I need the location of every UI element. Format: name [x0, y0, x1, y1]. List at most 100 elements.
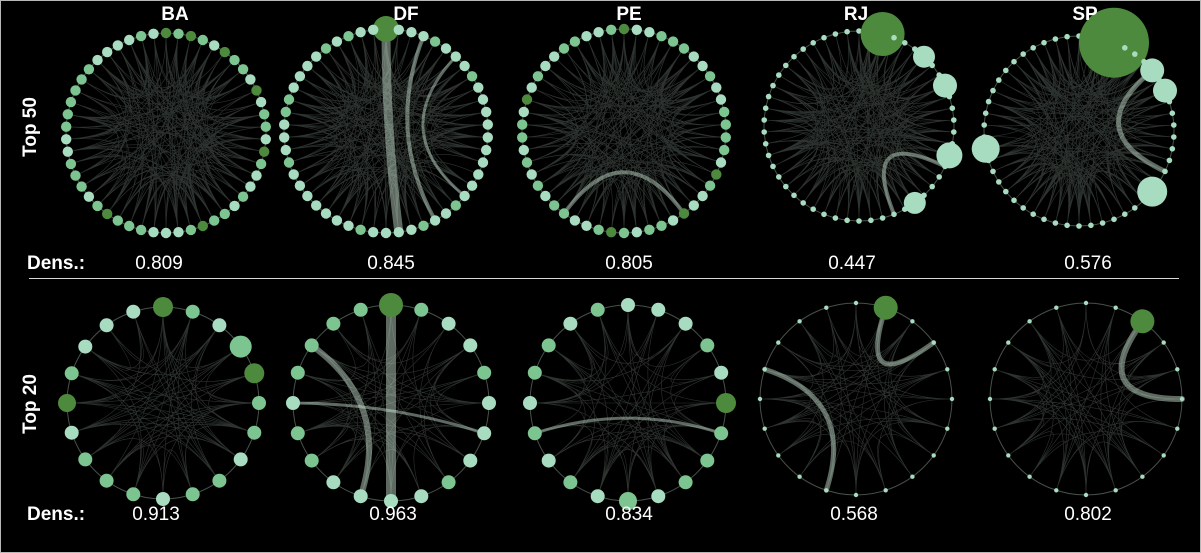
- node-ba-top50-47: [124, 34, 135, 46]
- node-rj-top50-32: [783, 183, 789, 190]
- node-df-top20-17: [304, 338, 319, 353]
- node-ba-top50-3: [197, 34, 208, 46]
- graph-edges-ba-top20: [66, 306, 260, 500]
- node-rj-top50-34: [770, 163, 776, 170]
- node-ba-top50-16: [251, 170, 262, 181]
- row-label-top50: Top 50: [20, 97, 41, 157]
- node-df-top50-27: [355, 224, 366, 235]
- node-rj-top20-4: [945, 367, 950, 372]
- node-pe-top50-33: [532, 180, 544, 191]
- node-ba-top50-27: [135, 224, 147, 236]
- node-rj-top50-17: [936, 174, 942, 180]
- node-df-top20-16: [290, 365, 305, 380]
- node-ba-top50-18: [237, 191, 249, 202]
- column-label-sp: SP: [1072, 4, 1098, 25]
- node-sp-top50-49: [1064, 33, 1070, 40]
- density-top50-df: 0.845: [367, 253, 415, 274]
- node-df-top50-19: [450, 200, 461, 211]
- node-rj-top50-21: [902, 206, 908, 212]
- node-df-top50-30: [320, 208, 332, 219]
- node-pe-top50-30: [558, 208, 570, 219]
- node-ba-top50-8: [245, 74, 256, 85]
- node-pe-top50-3: [656, 31, 667, 42]
- node-ba-top50-46: [112, 40, 124, 51]
- node-rj-top50-13: [951, 129, 957, 135]
- node-sp-top20-12: [1027, 474, 1032, 479]
- node-df-top50-17: [466, 180, 478, 191]
- node-ba-top50-24: [173, 227, 184, 238]
- node-rj-top20-0: [853, 300, 859, 306]
- node-df-top50-44: [311, 51, 322, 62]
- node-pe-top50-47: [581, 31, 592, 42]
- node-sp-top50-36: [971, 134, 1000, 163]
- node-sp-top50-45: [1020, 51, 1026, 57]
- node-ba-top50-39: [62, 109, 73, 120]
- node-pe-top50-23: [644, 224, 655, 235]
- node-df-top20-6: [477, 426, 492, 441]
- node-pe-top50-13: [720, 132, 731, 143]
- node-pe-top50-25: [618, 227, 630, 239]
- heavy-edge-df-top20-1: [308, 342, 373, 500]
- node-sp-top50-40: [985, 98, 992, 105]
- node-df-top50-47: [343, 31, 354, 42]
- graph-edges-rj-top50: [764, 30, 954, 222]
- node-rj-top50-12: [951, 117, 957, 123]
- node-ba-top20-4: [244, 363, 265, 384]
- node-pe-top20-16: [527, 365, 542, 380]
- node-pe-top50-20: [678, 208, 690, 219]
- node-rj-top50-10: [946, 93, 953, 100]
- node-ba-top50-10: [255, 96, 267, 108]
- node-df-top20-19: [353, 302, 368, 317]
- column-label-rj: RJ: [843, 4, 869, 25]
- node-df-top50-14: [481, 144, 492, 156]
- density-top20-df: 0.963: [369, 504, 417, 525]
- node-rj-top20-8: [910, 474, 915, 479]
- node-ba-top20-15: [58, 394, 76, 412]
- node-pe-top20-9: [651, 489, 666, 504]
- node-pe-top20-11: [590, 489, 605, 504]
- node-ba-top50-22: [197, 220, 208, 232]
- node-pe-top20-18: [563, 316, 578, 331]
- node-ba-top20-7: [233, 452, 248, 467]
- node-rj-top20-12: [797, 474, 802, 479]
- node-ba-top20-10: [156, 492, 170, 506]
- node-rj-top50-37: [761, 129, 767, 135]
- node-ba-top50-11: [259, 109, 270, 120]
- node-pe-top50-43: [540, 60, 551, 72]
- node-df-top50-41: [288, 82, 299, 93]
- node-pe-top50-21: [667, 215, 679, 226]
- node-pe-top20-15: [523, 396, 537, 410]
- density-top50-pe: 0.805: [605, 253, 653, 274]
- node-rj-top50-9: [933, 73, 957, 98]
- node-rj-top50-0: [856, 28, 862, 34]
- node-df-top50-28: [343, 220, 354, 231]
- node-sp-top20-8: [1140, 474, 1145, 479]
- node-sp-top20-17: [1006, 340, 1011, 345]
- node-rj-top50-36: [762, 141, 769, 147]
- node-rj-top20-11: [824, 488, 829, 493]
- node-pe-top20-13: [541, 453, 556, 468]
- node-pe-top50-29: [569, 215, 581, 226]
- node-pe-top50-40: [521, 94, 533, 105]
- node-pe-top50-11: [719, 106, 730, 118]
- node-df-top50-35: [283, 157, 295, 168]
- node-df-top50-7: [459, 60, 470, 72]
- node-sp-top20-6: [1175, 426, 1180, 431]
- node-sp-top50-43: [1003, 67, 1009, 74]
- node-sp-top50-46: [1030, 45, 1036, 51]
- heavy-edge-sp-top50-0: [1116, 67, 1168, 174]
- node-sp-top50-7: [1140, 58, 1165, 83]
- node-df-top50-21: [429, 215, 441, 226]
- density-top20-ba: 0.913: [132, 504, 180, 525]
- node-ba-top50-31: [92, 200, 103, 212]
- node-ba-top50-4: [209, 40, 220, 51]
- node-sp-top20-1: [1113, 305, 1118, 310]
- node-df-top50-37: [279, 132, 290, 143]
- node-pe-top20-7: [700, 453, 715, 468]
- node-sp-top50-3: [1079, 7, 1149, 78]
- node-pe-top50-10: [715, 94, 727, 105]
- node-ba-top20-14: [64, 425, 79, 440]
- graph-edges-ba-top50: [66, 32, 266, 234]
- node-sp-top50-48: [1052, 36, 1059, 42]
- node-df-top50-11: [481, 106, 492, 118]
